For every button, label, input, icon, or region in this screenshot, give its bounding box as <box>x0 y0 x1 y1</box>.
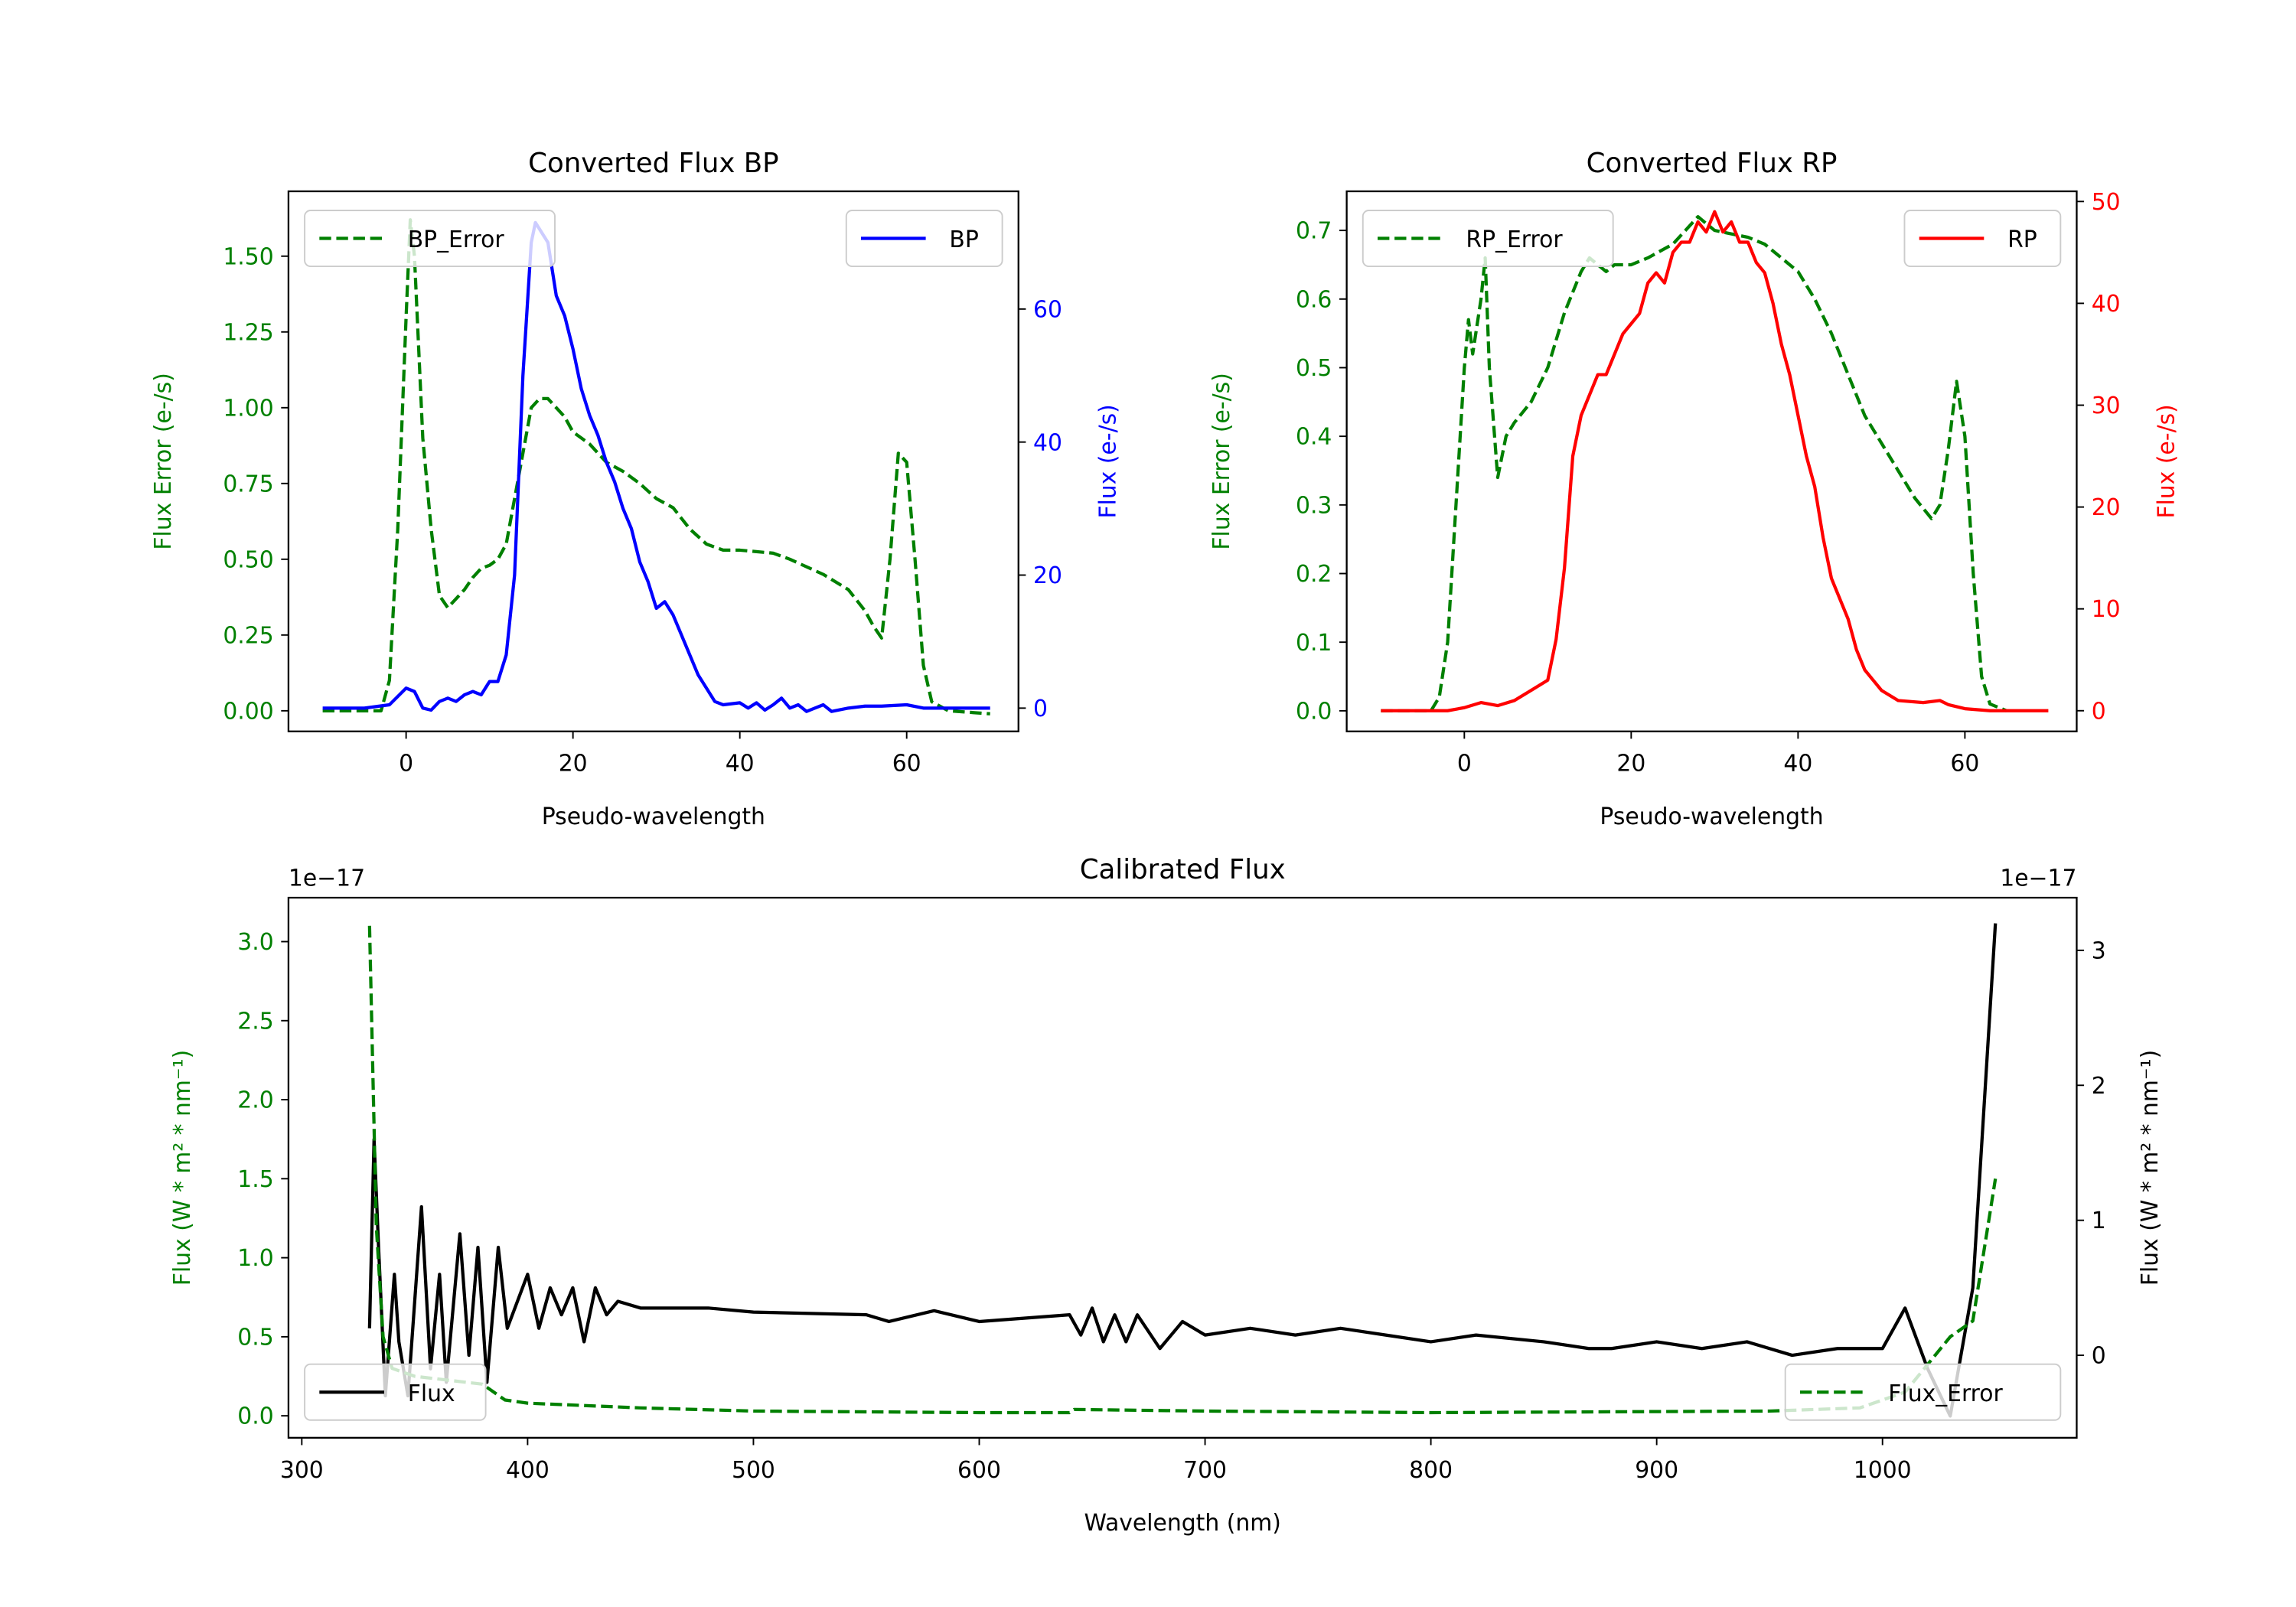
y-left-axis-label: Flux Error (e-/s) <box>1208 373 1235 549</box>
y-right-tick-label: 0 <box>1033 696 1048 722</box>
y-left-offset-text: 1e−17 <box>289 865 365 892</box>
chart-title: Converted Flux RP <box>1587 148 1838 179</box>
series-line-flux <box>367 923 1998 1418</box>
bp-panel: 0 20 40 60 0.00 0.25 0.50 0.75 1.00 1.25 1.50 0 20 40… <box>150 148 1122 830</box>
y-right-tick-label: 1 <box>2092 1208 2106 1234</box>
axes-frame <box>1345 190 2078 732</box>
series-line-rp-error <box>1381 215 2007 712</box>
y-right-tick-label: 0 <box>2092 1343 2106 1370</box>
series-line-bp-error <box>322 218 990 715</box>
y-right-tick-label: 10 <box>2092 596 2121 623</box>
x-tick-label: 600 <box>957 1457 1001 1484</box>
x-tick-label: 800 <box>1409 1457 1453 1484</box>
y-left-tick-label: 2.0 <box>237 1087 273 1114</box>
y-left-tick-label: 3.0 <box>237 929 273 956</box>
y-right-axis-label: Flux (e-/s) <box>1095 404 1122 518</box>
x-tick-label: 1000 <box>1854 1457 1912 1484</box>
y-left-tick-label: 1.00 <box>223 395 273 422</box>
legend-label: BP_Error <box>408 227 505 253</box>
y-left-tick-label: 0.0 <box>1296 698 1332 725</box>
legend-box <box>1784 1363 2062 1421</box>
legend-rp-error: RP_Error <box>1362 210 1614 268</box>
chart-title: Calibrated Flux <box>1080 854 1286 885</box>
plot-area <box>288 898 2077 1438</box>
y-left-axis-label: Flux (W * m² * nm⁻¹) <box>169 1050 196 1286</box>
x-axis-label: Pseudo-wavelength <box>1600 804 1823 830</box>
y-right-offset-text: 1e−17 <box>2000 865 2076 892</box>
legend-label: RP_Error <box>1466 227 1563 253</box>
y-left-tick-label: 0.6 <box>1296 286 1332 313</box>
legend-label: Flux_Error <box>1888 1380 2003 1407</box>
plot-area <box>288 191 1019 732</box>
y-left-tick-label: 1.50 <box>223 243 273 270</box>
y-left-tick-label: 1.25 <box>223 319 273 346</box>
x-tick-label: 500 <box>732 1457 775 1484</box>
legend-box <box>1362 210 1614 268</box>
y-left-tick-label: 0.50 <box>223 546 273 573</box>
x-tick-label: 20 <box>559 751 588 777</box>
legend-flux-error: Flux_Error <box>1784 1363 2062 1421</box>
legend-box <box>304 210 556 268</box>
y-left-tick-label: 0.0 <box>237 1403 273 1430</box>
y-left-tick-label: 0.4 <box>1296 424 1332 451</box>
legend-bp: BP <box>845 210 1003 268</box>
x-tick-label: 900 <box>1635 1457 1678 1484</box>
y-right-tick-label: 20 <box>1033 562 1062 589</box>
x-tick-label: 60 <box>1950 751 1979 777</box>
y-left-tick-label: 0.25 <box>223 622 273 649</box>
axes-frame <box>287 896 2078 1439</box>
x-tick-label: 0 <box>399 751 413 777</box>
cal-panel: 300 400 500 600 700 800 900 1000 0.0 0.5 1.0 1.5 2.0… <box>169 854 2164 1537</box>
y-right-tick-label: 2 <box>2092 1073 2106 1100</box>
x-tick-label: 40 <box>1783 751 1812 777</box>
x-tick-label: 300 <box>280 1457 324 1484</box>
y-right-tick-label: 0 <box>2092 698 2106 725</box>
legend-label: RP <box>2007 227 2037 253</box>
y-left-axis-label: Flux Error (e-/s) <box>150 373 177 549</box>
y-right-tick-label: 60 <box>1033 296 1062 323</box>
x-tick-label: 40 <box>726 751 755 777</box>
x-axis-label: Wavelength (nm) <box>1084 1510 1280 1537</box>
x-tick-label: 400 <box>506 1457 550 1484</box>
legend-flux: Flux <box>304 1363 487 1421</box>
y-right-axis-label: Flux (e-/s) <box>2153 404 2180 518</box>
y-right-tick-label: 3 <box>2092 937 2106 964</box>
plot-area <box>1346 191 2077 732</box>
y-right-axis-label: Flux (W * m² * nm⁻¹) <box>2137 1050 2164 1286</box>
legend-bp-error: BP_Error <box>304 210 556 268</box>
series-line-bp <box>322 220 990 713</box>
y-right-tick-label: 20 <box>2092 494 2121 521</box>
y-left-tick-label: 0.1 <box>1296 630 1332 657</box>
x-tick-label: 700 <box>1183 1457 1227 1484</box>
y-left-tick-label: 0.00 <box>223 698 273 725</box>
y-left-tick-label: 0.2 <box>1296 561 1332 588</box>
y-right-tick-label: 40 <box>2092 291 2121 318</box>
y-left-tick-label: 1.0 <box>237 1245 273 1272</box>
series-line-rp <box>1381 210 2049 712</box>
y-right-tick-label: 30 <box>2092 393 2121 419</box>
x-tick-label: 0 <box>1457 751 1472 777</box>
y-left-tick-label: 0.3 <box>1296 492 1332 519</box>
axes-frame <box>287 190 1019 732</box>
y-left-tick-label: 0.7 <box>1296 218 1332 245</box>
legend-box <box>304 1363 487 1421</box>
y-left-tick-label: 2.5 <box>237 1008 273 1035</box>
y-right-tick-label: 40 <box>1033 429 1062 456</box>
legend-rp: RP <box>1903 210 2062 268</box>
legend-label: Flux <box>408 1380 455 1407</box>
y-left-tick-label: 0.75 <box>223 471 273 497</box>
legend-label: BP <box>949 227 978 253</box>
y-right-tick-label: 50 <box>2092 189 2121 216</box>
chart-title: Converted Flux BP <box>528 148 778 179</box>
x-axis-label: Pseudo-wavelength <box>542 804 765 830</box>
y-left-tick-label: 0.5 <box>1296 355 1332 382</box>
y-left-tick-label: 0.5 <box>237 1324 273 1351</box>
rp-panel: 0 20 40 60 0.0 0.1 0.2 0.3 0.4 0.5 0.6 0.7 0 10 20 30 40… <box>1208 148 2180 830</box>
y-left-tick-label: 1.5 <box>237 1166 273 1193</box>
x-tick-label: 60 <box>892 751 921 777</box>
x-tick-label: 20 <box>1616 751 1645 777</box>
